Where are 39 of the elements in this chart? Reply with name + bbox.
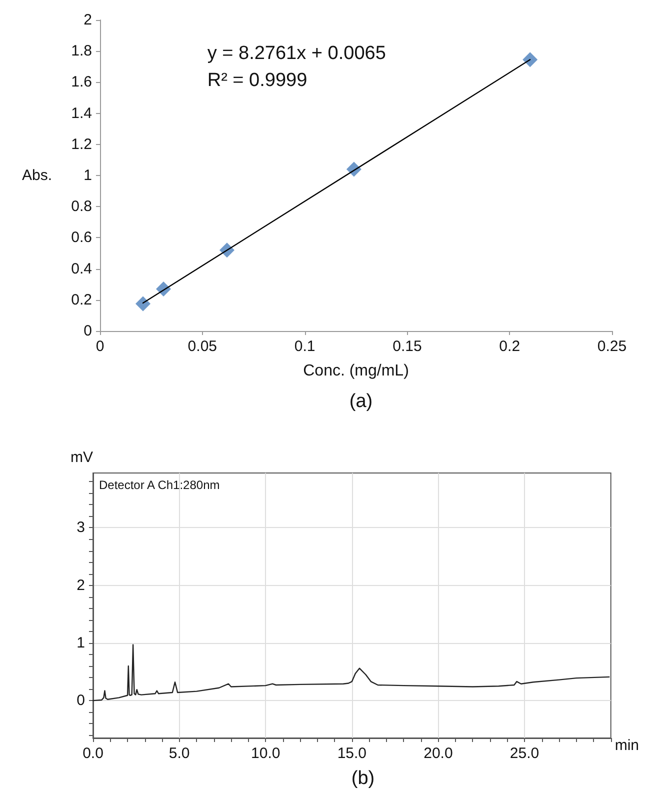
- annotation: Detector A Ch1:280nm: [99, 478, 220, 492]
- y-tick-label: 0: [84, 322, 92, 340]
- y-tick-label: 2: [84, 12, 92, 28]
- x-tick-label: 20.0: [424, 745, 453, 762]
- y-tick-label: 0.4: [71, 260, 92, 278]
- annotation: y = 8.2761x + 0.0065: [207, 43, 386, 64]
- x-tick-label: 0.25: [597, 338, 627, 355]
- y-tick-label: 1.6: [71, 74, 92, 91]
- x-tick-label: 25.0: [510, 745, 540, 762]
- y-tick-label: 0.8: [71, 198, 92, 216]
- y-tick-label: 1.4: [71, 104, 92, 122]
- text: (a): [349, 391, 373, 412]
- x-tick-label: 5.0: [168, 745, 190, 762]
- y-tick-label: 0: [76, 692, 85, 710]
- point: [136, 296, 151, 312]
- x-tick-label: 10.0: [251, 745, 280, 762]
- y-tick-label: 2: [76, 576, 85, 594]
- x-tick-label: 0.05: [188, 338, 217, 355]
- line-series: [92, 644, 610, 702]
- y-tick-label: 1.2: [71, 136, 92, 153]
- y-tick-label: 1: [76, 634, 85, 652]
- y-tick-label: 1.8: [71, 42, 92, 60]
- x-axis-title: min: [614, 737, 639, 754]
- point: [522, 52, 538, 68]
- y-tick-label: 0.2: [71, 291, 92, 308]
- annotation: R² = 0.9999: [207, 70, 308, 91]
- y-axis-title: Abs.: [22, 167, 52, 184]
- y-axis-title: mV: [70, 449, 93, 466]
- x-tick-label: 0.15: [392, 338, 422, 355]
- text: (b): [351, 768, 375, 789]
- y-tick-label: 1: [84, 167, 92, 184]
- x-tick-label: 0.2: [499, 338, 520, 355]
- y-tick-label: 3: [76, 519, 85, 536]
- x-axis-title: Conc. (mg/mL): [303, 362, 409, 380]
- y-tick-label: 0.6: [71, 229, 92, 246]
- x-tick-label: 0.1: [294, 338, 316, 355]
- x-tick-label: 0.0: [82, 745, 104, 762]
- x-tick-label: 15.0: [337, 745, 367, 762]
- x-tick-label: 0: [96, 338, 104, 355]
